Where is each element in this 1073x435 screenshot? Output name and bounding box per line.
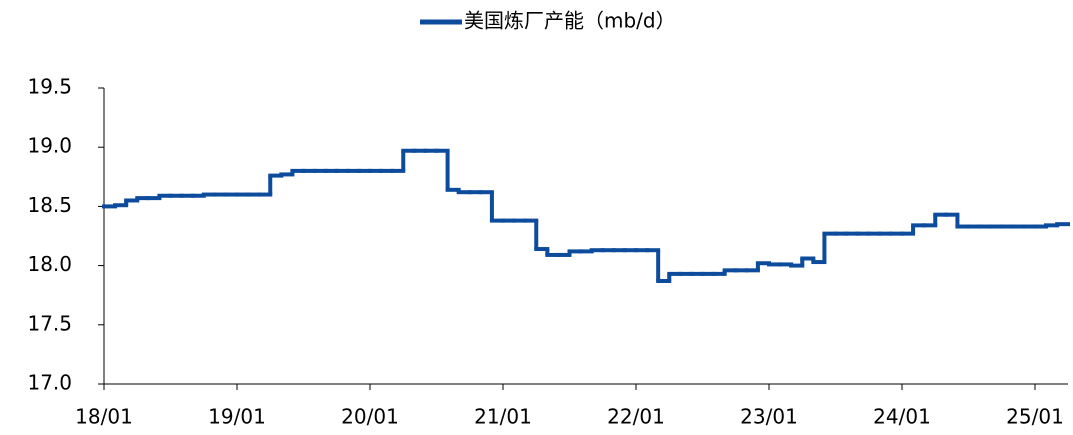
y-tick-label: 19.0 bbox=[27, 134, 72, 158]
y-tick-label: 18.5 bbox=[27, 193, 72, 217]
x-tick-label: 23/01 bbox=[740, 405, 798, 429]
legend-label: 美国炼厂产能（mb/d） bbox=[464, 9, 676, 33]
x-tick-label: 20/01 bbox=[341, 405, 399, 429]
x-tick-label: 19/01 bbox=[208, 405, 266, 429]
x-tick-label: 21/01 bbox=[474, 405, 532, 429]
y-tick-label: 17.0 bbox=[27, 371, 72, 395]
y-tick-label: 17.5 bbox=[27, 311, 72, 335]
y-tick-label: 19.5 bbox=[27, 75, 72, 99]
x-tick-label: 18/01 bbox=[75, 405, 133, 429]
x-tick-label: 25/01 bbox=[1006, 405, 1064, 429]
y-tick-label: 18.0 bbox=[27, 252, 72, 276]
x-tick-label: 24/01 bbox=[873, 405, 931, 429]
x-tick-label: 22/01 bbox=[607, 405, 665, 429]
